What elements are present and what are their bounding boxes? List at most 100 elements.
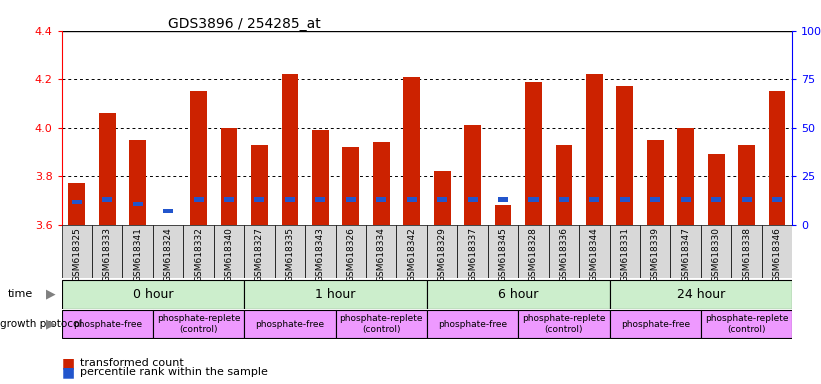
Text: GSM618336: GSM618336 [559,227,568,282]
Text: phosphate-replete
(control): phosphate-replete (control) [522,314,606,334]
FancyBboxPatch shape [305,225,336,278]
FancyBboxPatch shape [397,225,427,278]
Text: GSM618344: GSM618344 [589,227,599,282]
Bar [681,197,690,202]
Bar [190,91,207,225]
Text: growth protocol: growth protocol [0,319,82,329]
Text: GSM618339: GSM618339 [651,227,660,282]
FancyBboxPatch shape [427,225,457,278]
Text: time: time [8,289,34,299]
FancyBboxPatch shape [62,310,153,338]
FancyBboxPatch shape [213,225,245,278]
Bar [130,140,146,225]
Text: GSM618345: GSM618345 [498,227,507,282]
Bar [741,197,751,202]
Bar [650,197,660,202]
Text: GSM618331: GSM618331 [621,227,630,282]
Text: GSM618334: GSM618334 [377,227,386,282]
FancyBboxPatch shape [701,310,792,338]
Text: GSM618337: GSM618337 [468,227,477,282]
Text: 24 hour: 24 hour [677,288,725,301]
Bar [163,209,173,213]
Text: GSM618346: GSM618346 [773,227,782,282]
Text: 1 hour: 1 hour [315,288,355,301]
FancyBboxPatch shape [488,225,518,278]
Text: percentile rank within the sample: percentile rank within the sample [80,367,268,377]
Bar [498,197,508,202]
Text: phosphate-replete
(control): phosphate-replete (control) [705,314,788,334]
Bar [738,145,755,225]
Text: GSM618325: GSM618325 [72,227,81,282]
Bar [255,197,264,202]
Bar [559,197,569,202]
Text: GSM618330: GSM618330 [712,227,721,282]
FancyBboxPatch shape [245,225,275,278]
FancyBboxPatch shape [336,310,427,338]
Text: GSM618324: GSM618324 [163,227,172,282]
Text: GSM618342: GSM618342 [407,227,416,282]
Bar [346,197,355,202]
Text: ■: ■ [62,356,75,370]
FancyBboxPatch shape [701,225,732,278]
Text: GSM618332: GSM618332 [194,227,203,282]
Text: ▶: ▶ [46,318,56,331]
FancyBboxPatch shape [366,225,397,278]
Bar [768,91,786,225]
Bar [315,197,325,202]
FancyBboxPatch shape [122,225,153,278]
FancyBboxPatch shape [548,225,579,278]
Bar [525,82,542,225]
Text: phosphate-free: phosphate-free [621,319,690,329]
Bar [556,145,572,225]
Bar [342,147,359,225]
Bar [99,113,116,225]
Text: GSM618341: GSM618341 [133,227,142,282]
Text: GSM618338: GSM618338 [742,227,751,282]
FancyBboxPatch shape [427,310,518,338]
Bar [251,145,268,225]
FancyBboxPatch shape [183,225,213,278]
FancyBboxPatch shape [62,225,92,278]
Bar [589,197,599,202]
FancyBboxPatch shape [153,225,183,278]
Bar [282,74,298,225]
Text: GSM618327: GSM618327 [255,227,264,282]
FancyBboxPatch shape [640,225,671,278]
FancyBboxPatch shape [762,225,792,278]
Text: GSM618328: GSM618328 [529,227,538,282]
Bar [285,197,295,202]
Bar [68,184,85,225]
Bar [529,197,539,202]
Text: phosphate-free: phosphate-free [438,319,507,329]
Bar [464,125,481,225]
Bar [373,142,390,225]
FancyBboxPatch shape [518,225,548,278]
Bar [772,197,782,202]
FancyBboxPatch shape [92,225,122,278]
FancyBboxPatch shape [245,280,427,308]
Bar [224,197,234,202]
FancyBboxPatch shape [609,280,792,308]
FancyBboxPatch shape [457,225,488,278]
Bar [71,200,82,204]
Text: 0 hour: 0 hour [133,288,173,301]
Text: phosphate-free: phosphate-free [73,319,142,329]
Bar [406,197,417,202]
Text: GSM618333: GSM618333 [103,227,112,282]
Text: ▶: ▶ [46,288,56,301]
FancyBboxPatch shape [245,310,336,338]
FancyBboxPatch shape [518,310,609,338]
Text: transformed count: transformed count [80,358,183,368]
Bar [433,171,451,225]
Bar [468,197,478,202]
Bar [495,205,511,225]
Text: GSM618335: GSM618335 [286,227,295,282]
Text: phosphate-replete
(control): phosphate-replete (control) [157,314,241,334]
Text: phosphate-replete
(control): phosphate-replete (control) [340,314,423,334]
FancyBboxPatch shape [275,225,305,278]
Bar [312,130,328,225]
Text: GSM618329: GSM618329 [438,227,447,282]
FancyBboxPatch shape [153,310,245,338]
Bar [617,86,633,225]
Bar [221,128,237,225]
